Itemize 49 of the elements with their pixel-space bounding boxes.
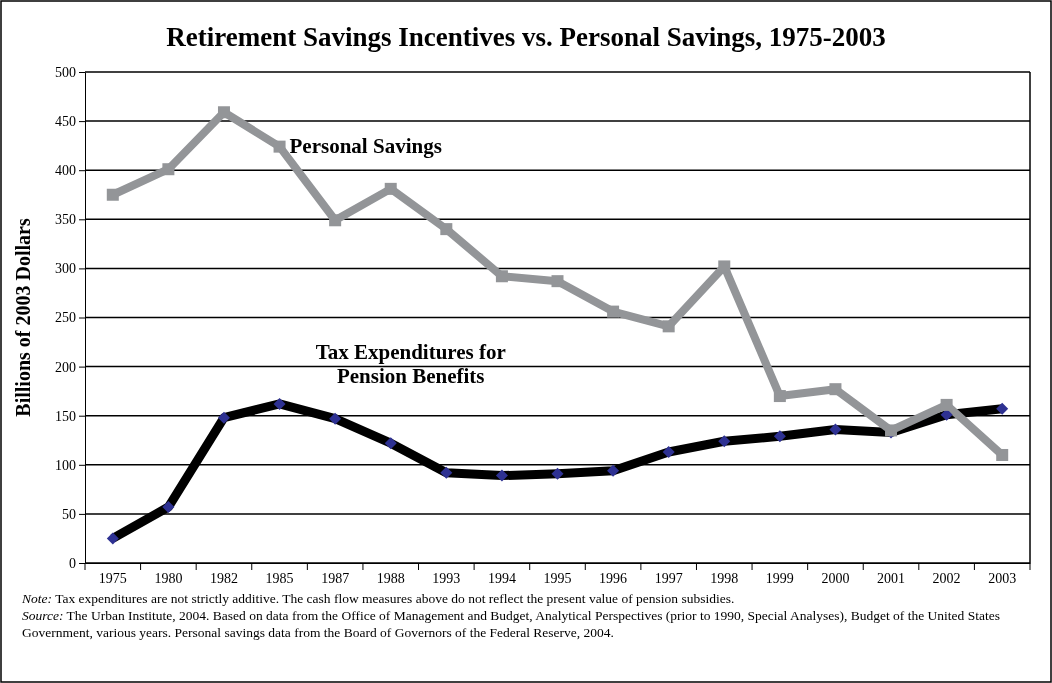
point [440,223,453,236]
y-tick-label: 300 [55,261,76,277]
y-tick-label: 450 [55,114,76,130]
x-tick-label: 1995 [543,570,572,586]
chart-title: Retirement Savings Incentives vs. Personal Savings, 1975-2003 [166,22,886,52]
point [829,383,842,396]
y-tick-label: 500 [55,64,76,80]
x-tick-label: 2002 [932,570,961,586]
x-tick-label: 1988 [376,570,405,586]
y-tick-label: 50 [62,506,76,522]
y-tick-label: 250 [55,310,76,326]
point [996,448,1009,461]
point [273,140,286,153]
series-label: Tax Expenditures for Pension Benefits [315,339,506,388]
point [162,163,175,176]
x-tick-label: 1999 [765,570,794,586]
y-tick-label: 400 [55,163,76,179]
y-axis-title: Billions of 2003 Dollars [12,218,34,417]
y-tick-label: 100 [55,457,76,473]
x-tick-label: 1987 [321,570,350,586]
x-tick-label: 1996 [599,570,628,586]
y-tick-label: 0 [69,555,76,571]
point [217,106,230,119]
point [940,398,953,411]
y-tick-label: 150 [55,408,76,424]
x-tick-label: 2000 [821,570,850,586]
source-note: Source: The Urban Institute, 2004. Based on data from the Office of Management and Budget, Analytical Perspectives (prior to 1990, Special Analyses), Budget of the United States Government, various years. Personal savings data from the Board of Governors of the Federal Reserve, 2004. [22,608,1000,640]
x-tick-label: 1997 [654,570,683,586]
point [773,390,786,403]
point [607,305,620,318]
x-tick-label: 1975 [98,570,127,586]
point [384,182,397,195]
x-tick-label: 1994 [487,570,516,586]
point [662,320,675,333]
x-tick-label: 2003 [988,570,1017,586]
x-tick-label: 1998 [710,570,739,586]
x-tick-label: 2001 [877,570,906,586]
point [106,188,119,201]
text: Note: Tax expenditures are not strictly additive. The cash flow measures above do not reflect the present value of pension subsidies. [21,591,735,606]
point [495,270,508,283]
x-tick-label: 1982 [209,570,238,586]
x-tick-label: 1993 [432,570,461,586]
y-tick-label: 200 [55,359,76,375]
x-tick-label: 1985 [265,570,294,586]
x-tick-label: 1980 [154,570,183,586]
series-label: Personal Savings [289,133,442,158]
point [551,275,564,288]
point [329,214,342,227]
y-tick-label: 350 [55,212,76,228]
